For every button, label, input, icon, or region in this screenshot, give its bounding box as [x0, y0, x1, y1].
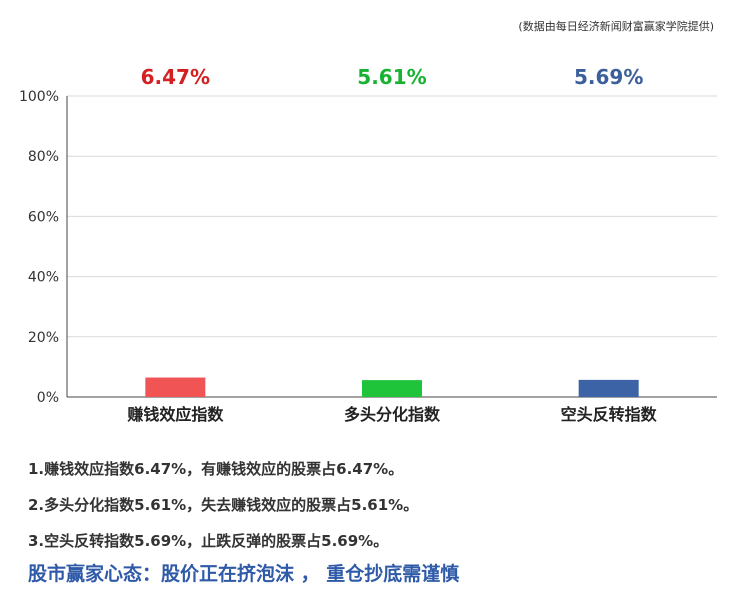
y-tick-label: 60%: [28, 209, 59, 225]
value-label: 5.69%: [574, 65, 643, 89]
value-label: 6.47%: [141, 65, 210, 89]
x-tick-label: 赚钱效应指数: [126, 405, 224, 424]
source-note: (数据由每日经济新闻财富赢家学院提供): [518, 20, 714, 33]
y-tick-label: 0%: [37, 390, 59, 406]
y-tick-label: 80%: [28, 149, 59, 165]
y-tick-label: 40%: [28, 270, 59, 286]
bar: [145, 377, 206, 397]
bar: [578, 379, 639, 397]
x-tick-label: 空头反转指数: [561, 405, 658, 424]
value-label: 5.61%: [357, 65, 426, 89]
note-1: 1.赚钱效应指数6.47%，有赚钱效应的股票占6.47%。: [28, 460, 404, 478]
note-3: 3.空头反转指数5.69%，止跌反弹的股票占5.69%。: [28, 532, 389, 550]
y-tick-label: 20%: [28, 330, 59, 346]
headline: 股市赢家心态：股价正在挤泡沫 ， 重仓抄底需谨慎: [28, 563, 460, 585]
x-tick-label: 多头分化指数: [344, 405, 441, 424]
bar-chart: 0% 20% 40% 60% 80% 100% 6.47% 赚钱效应指数 5.61% 多头分化指数…: [19, 65, 717, 424]
notes-list: 1.赚钱效应指数6.47%，有赚钱效应的股票占6.47%。 2.多头分化指数5.…: [28, 458, 728, 566]
y-tick-label: 100%: [19, 89, 59, 105]
note-2: 2.多头分化指数5.61%，失去赚钱效应的股票占5.61%。: [28, 496, 419, 514]
bar: [362, 380, 422, 397]
